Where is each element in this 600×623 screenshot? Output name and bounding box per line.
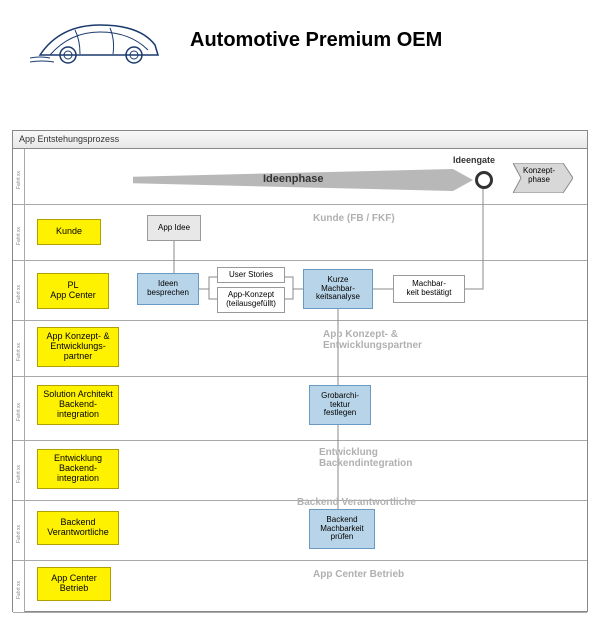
ideenphase-label: Ideenphase	[263, 173, 324, 185]
role-konzept: App Konzept- &Entwicklungs-partner	[37, 327, 119, 367]
ambient-label-0: Kunde (FB / FKF)	[313, 213, 395, 224]
node-appkonz: App-Konzept(teilausgefüllt)	[217, 287, 285, 313]
node-ideenbes: Ideenbesprechen	[137, 273, 199, 305]
konzeptphase-label: Konzept-phase	[523, 167, 555, 185]
ambient-label-3: Backend Verantwortliche	[297, 497, 416, 508]
role-arch: Solution ArchitektBackend-integration	[37, 385, 119, 425]
node-backmach: BackendMachbarkeitprüfen	[309, 509, 375, 549]
process-diagram: App Entstehungsprozess Fahrt xxFahrt xxF…	[12, 130, 588, 612]
role-betrieb: App CenterBetrieb	[37, 567, 111, 601]
car-logo	[30, 10, 170, 70]
ambient-label-2: EntwicklungBackendintegration	[319, 447, 412, 469]
role-pl: PLApp Center	[37, 273, 109, 309]
ambient-label-4: App Center Betrieb	[313, 569, 404, 580]
diagram-title: App Entstehungsprozess	[13, 131, 587, 149]
ambient-label-1: App Konzept- &Entwicklungspartner	[323, 329, 422, 351]
role-kunde: Kunde	[37, 219, 101, 245]
ideengate-ring	[475, 171, 493, 189]
node-grobarch: Grobarchi-tekturfestlegen	[309, 385, 371, 425]
header-title: Automotive Premium OEM	[190, 29, 442, 52]
node-machbest: Machbar-keit bestätigt	[393, 275, 465, 303]
role-entw: EntwicklungBackend-integration	[37, 449, 119, 489]
ideengate-label: Ideengate	[453, 155, 495, 165]
node-appidee: App Idee	[147, 215, 201, 241]
node-kurzmach: KurzeMachbar-keitsanalyse	[303, 269, 373, 309]
node-userst: User Stories	[217, 267, 285, 283]
role-backend: BackendVerantwortliche	[37, 511, 119, 545]
